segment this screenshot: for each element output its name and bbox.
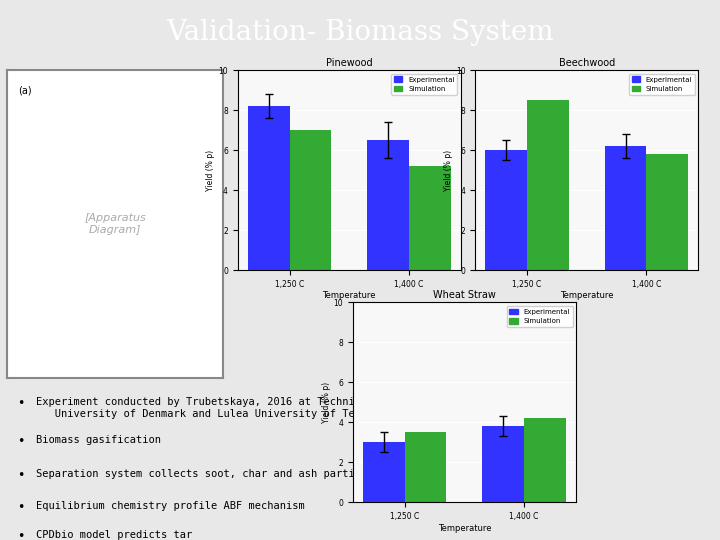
Bar: [485, 150, 527, 270]
Text: Biomass gasification: Biomass gasification: [36, 435, 161, 445]
Text: •: •: [17, 530, 24, 540]
Legend: Experimental, Simulation: Experimental, Simulation: [629, 73, 695, 95]
Bar: [289, 130, 331, 270]
Text: •: •: [17, 469, 24, 482]
Bar: [405, 432, 446, 502]
Title: Wheat Straw: Wheat Straw: [433, 290, 496, 300]
X-axis label: Temperature: Temperature: [323, 292, 376, 300]
Y-axis label: Yield (% p): Yield (% p): [444, 150, 453, 191]
Title: Pinewood: Pinewood: [326, 58, 372, 68]
Bar: [363, 442, 405, 502]
Legend: Experimental, Simulation: Experimental, Simulation: [392, 73, 457, 95]
Bar: [605, 146, 647, 270]
Text: Validation- Biomass System: Validation- Biomass System: [166, 19, 554, 46]
Text: Experiment conducted by Trubetskaya, 2016 at Technical
   University of Denmark : Experiment conducted by Trubetskaya, 201…: [36, 397, 405, 419]
Bar: [527, 100, 569, 270]
Text: •: •: [17, 397, 24, 410]
Bar: [647, 154, 688, 270]
Legend: Experimental, Simulation: Experimental, Simulation: [507, 306, 572, 327]
Text: •: •: [17, 501, 24, 514]
Bar: [248, 106, 289, 270]
Text: Equilibrium chemistry profile ABF mechanism: Equilibrium chemistry profile ABF mechan…: [36, 501, 305, 511]
Y-axis label: Yield (% p): Yield (% p): [322, 382, 330, 423]
X-axis label: Temperature: Temperature: [560, 292, 613, 300]
Bar: [409, 166, 451, 270]
Bar: [482, 426, 524, 502]
Text: Separation system collects soot, char and ash particles: Separation system collects soot, char an…: [36, 469, 379, 479]
Text: [Apparatus
Diagram]: [Apparatus Diagram]: [84, 213, 146, 235]
Y-axis label: Yield (% p): Yield (% p): [207, 150, 215, 191]
Bar: [367, 140, 409, 270]
Text: (a): (a): [18, 85, 32, 96]
Title: Beechwood: Beechwood: [559, 58, 615, 68]
Bar: [524, 418, 566, 502]
Text: •: •: [17, 435, 24, 448]
Text: CPDbio model predicts tar: CPDbio model predicts tar: [36, 530, 192, 540]
X-axis label: Temperature: Temperature: [438, 524, 491, 532]
